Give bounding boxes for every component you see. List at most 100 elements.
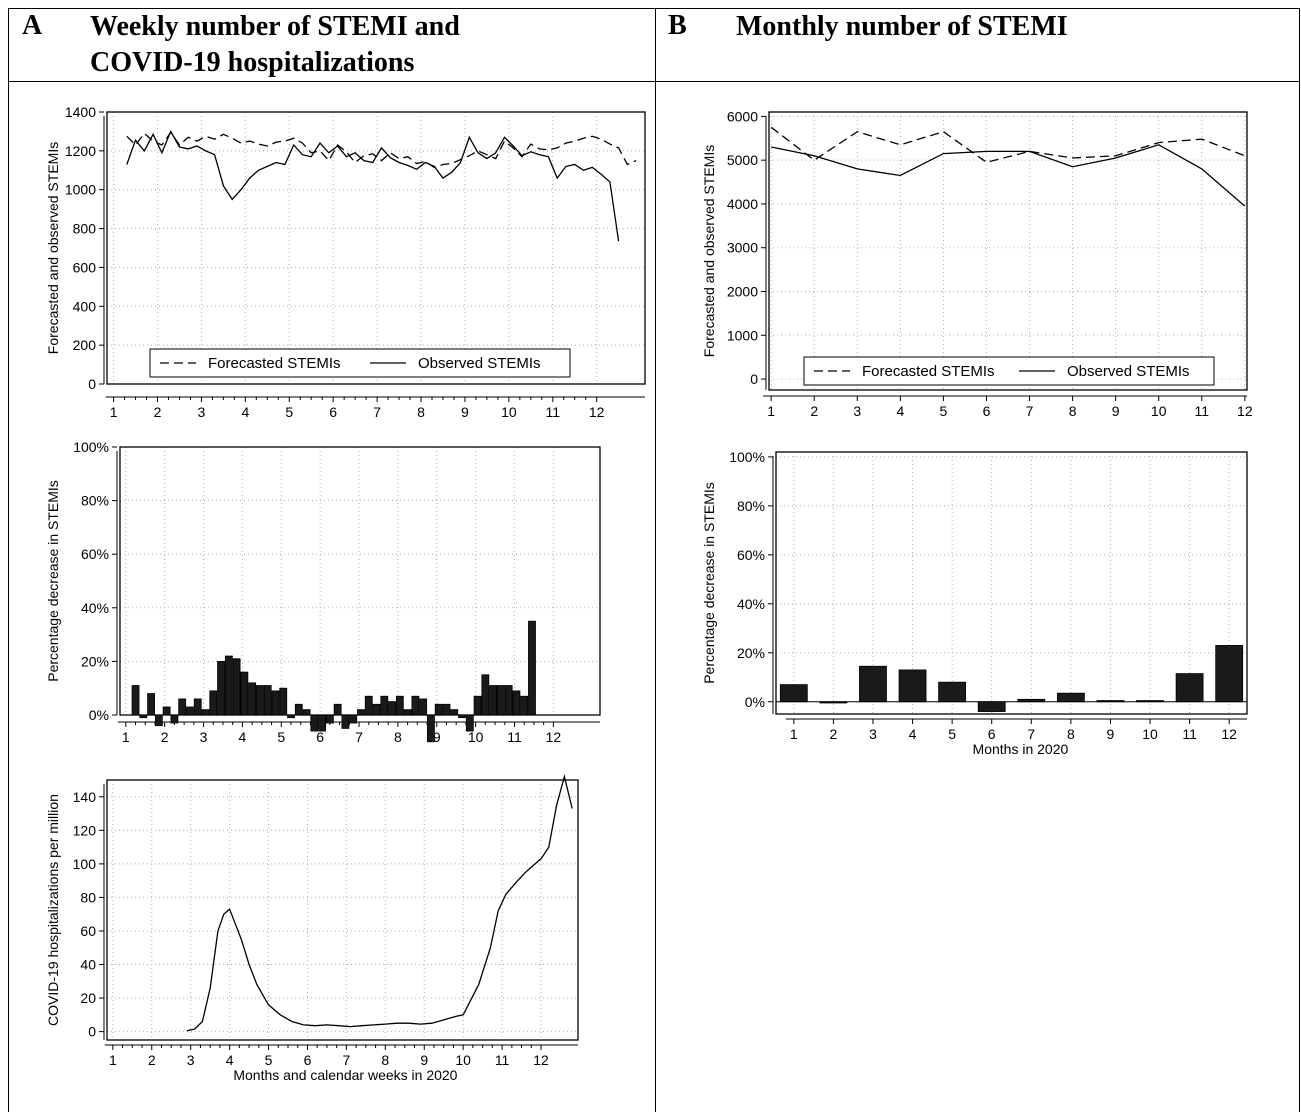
decrease-bar xyxy=(201,709,210,716)
covid-hospitalizations-line xyxy=(186,774,573,1032)
decrease-bar xyxy=(333,703,342,716)
x-tick-label: 9 xyxy=(1112,403,1120,419)
y-tick-label: 0 xyxy=(88,1024,96,1040)
decrease-bar xyxy=(186,706,194,716)
decrease-bar xyxy=(287,714,295,719)
x-tick-label: 7 xyxy=(373,404,381,420)
y-tick-label: 1200 xyxy=(65,143,96,159)
x-tick-label: 4 xyxy=(896,403,904,419)
x-tick-label: 2 xyxy=(154,404,162,420)
decrease-bar xyxy=(325,714,334,724)
decrease-bar xyxy=(504,685,513,716)
y-tick-label: 120 xyxy=(73,822,97,838)
legend-label: Forecasted STEMIs xyxy=(862,363,995,380)
y-tick-label: 60% xyxy=(81,546,109,562)
y-tick-label: 0 xyxy=(88,376,96,392)
x-tick-label: 4 xyxy=(239,729,247,745)
decrease-bar xyxy=(224,655,233,716)
plot-frame xyxy=(768,111,1248,391)
decrease-bar xyxy=(248,682,257,716)
panel-b-title: Monthly number of STEMI xyxy=(736,11,1068,42)
decrease-bar xyxy=(147,693,155,716)
panel-a-title-line1: Weekly number of STEMI and xyxy=(90,11,460,42)
panel-b-letter: B xyxy=(668,10,687,41)
decrease-bar xyxy=(779,684,808,703)
decrease-bar xyxy=(819,701,848,704)
x-tick-label: 12 xyxy=(1221,726,1237,742)
x-tick-label: 8 xyxy=(1069,403,1077,419)
x-tick-label: 12 xyxy=(546,729,562,745)
decrease-bar xyxy=(178,698,187,716)
x-tick-label: 7 xyxy=(355,729,363,745)
x-tick-label: 8 xyxy=(394,729,402,745)
x-axis-label: Months in 2020 xyxy=(973,741,1069,757)
y-tick-label: 0 xyxy=(750,371,758,387)
decrease-bar xyxy=(388,701,396,716)
decrease-bar xyxy=(977,701,1006,712)
x-tick-label: 1 xyxy=(790,726,798,742)
x-tick-label: 6 xyxy=(329,404,337,420)
x-tick-label: 9 xyxy=(420,1052,428,1068)
x-tick-label: 4 xyxy=(909,726,917,742)
x-tick-label: 7 xyxy=(342,1052,350,1068)
observed-stemis-line xyxy=(771,144,1246,207)
x-tick-label: 10 xyxy=(468,729,484,745)
x-tick-label: 10 xyxy=(501,404,517,420)
x-axis-label: Months and calendar weeks in 2020 xyxy=(233,1067,457,1083)
x-tick-label: 4 xyxy=(241,404,249,420)
x-tick-label: 12 xyxy=(589,404,605,420)
decrease-bar xyxy=(162,706,171,716)
x-tick-label: 9 xyxy=(433,729,441,745)
decrease-bar xyxy=(240,671,249,716)
decrease-bar xyxy=(193,698,202,716)
x-tick-label: 2 xyxy=(161,729,169,745)
x-tick-label: 9 xyxy=(1107,726,1115,742)
decrease-bar xyxy=(380,695,389,716)
x-tick-label: 12 xyxy=(1237,403,1253,419)
forecasted-stemis-line xyxy=(126,131,637,169)
x-tick-label: 7 xyxy=(1027,726,1035,742)
decrease-bar xyxy=(481,674,490,716)
y-tick-label: 600 xyxy=(73,259,97,275)
y-tick-label: 60% xyxy=(737,547,765,563)
decrease-bar xyxy=(489,685,498,716)
x-tick-label: 2 xyxy=(148,1052,156,1068)
decrease-bar xyxy=(434,703,443,716)
plot-frame xyxy=(106,779,579,1041)
plot-frame xyxy=(106,111,646,385)
legend-box xyxy=(803,356,1215,386)
x-tick-label: 3 xyxy=(853,403,861,419)
x-tick-label: 8 xyxy=(417,404,425,420)
x-tick-label: 4 xyxy=(226,1052,234,1068)
panel-a-letter: A xyxy=(22,10,43,41)
x-tick-label: 12 xyxy=(533,1052,549,1068)
y-tick-label: 100% xyxy=(729,449,765,465)
decrease-bar xyxy=(411,695,420,716)
x-tick-label: 3 xyxy=(198,404,206,420)
y-axis-label: Percentage decrease in STEMIs xyxy=(701,482,717,684)
y-tick-label: 80 xyxy=(80,889,96,905)
y-tick-label: 80% xyxy=(737,498,765,514)
decrease-bar xyxy=(859,665,887,703)
y-tick-label: 20 xyxy=(80,990,96,1006)
x-tick-label: 3 xyxy=(869,726,877,742)
decrease-bar xyxy=(318,714,327,732)
x-tick-label: 5 xyxy=(948,726,956,742)
y-tick-label: 40% xyxy=(81,600,109,616)
decrease-bar xyxy=(1215,645,1244,703)
y-axis-label: Forecasted and observed STEMIs xyxy=(45,142,61,354)
decrease-bar xyxy=(1175,673,1204,703)
decrease-bar xyxy=(450,709,459,716)
y-tick-label: 80% xyxy=(81,493,109,509)
decrease-bar xyxy=(1096,700,1125,703)
x-tick-label: 8 xyxy=(381,1052,389,1068)
decrease-bar xyxy=(349,714,358,724)
y-tick-label: 1000 xyxy=(727,327,758,343)
y-tick-label: 20% xyxy=(737,645,765,661)
y-tick-label: 800 xyxy=(73,221,97,237)
x-tick-label: 5 xyxy=(285,404,293,420)
decrease-bar xyxy=(427,714,435,743)
